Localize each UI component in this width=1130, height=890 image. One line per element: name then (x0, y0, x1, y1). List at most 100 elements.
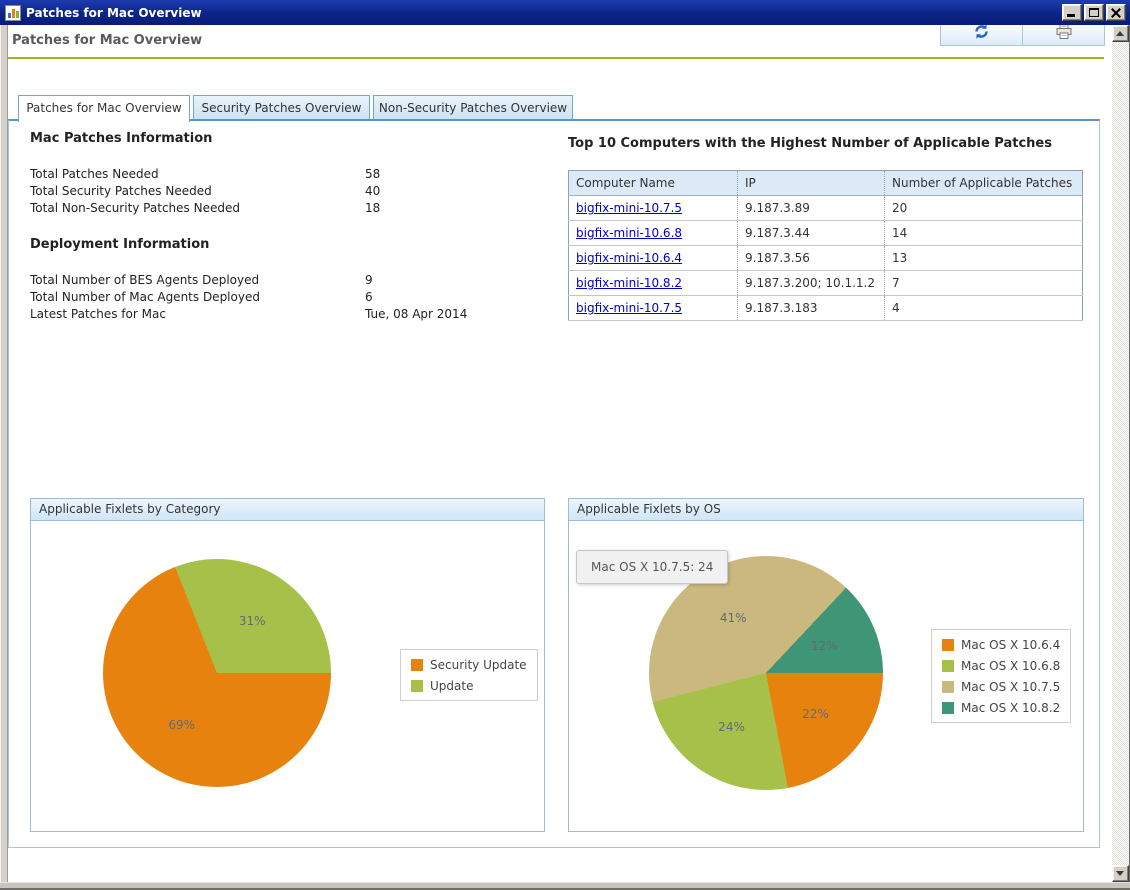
pie-percent-label: 22% (802, 707, 829, 722)
legend-label: Security Update (430, 657, 527, 672)
scroll-up-button[interactable] (1112, 25, 1129, 42)
scroll-down-button[interactable] (1112, 865, 1129, 882)
panel-body: 69% 31% Security Update Update (31, 521, 544, 831)
table-row: bigfix-mini-10.7.5 9.187.3.183 4 (568, 295, 1083, 321)
pie-chart-fixlets-by-os[interactable]: 22% 24% 41% 12% (649, 556, 883, 790)
pie-percent-label: 69% (168, 717, 196, 732)
table-row: bigfix-mini-10.7.5 9.187.3.89 20 (568, 195, 1083, 221)
legend-fixlets-by-os: Mac OS X 10.6.4 Mac OS X 10.6.8 Mac OS X… (931, 629, 1072, 723)
panel-header: Applicable Fixlets by Category (31, 499, 544, 521)
close-icon (1110, 7, 1122, 18)
table-header-row: Computer Name IP Number of Applicable Pa… (568, 170, 1083, 196)
legend-swatch-security-update (411, 658, 423, 671)
tab-label: Non-Security Patches Overview (378, 101, 568, 115)
pie-percent-label: 24% (718, 720, 745, 735)
pie-percent-label: 41% (719, 610, 747, 625)
minimize-button[interactable] (1062, 4, 1082, 21)
info-row: Total Number of BES Agents Deployed 9 (30, 272, 530, 289)
tab-security-patches-overview[interactable]: Security Patches Overview (193, 95, 370, 120)
column-header-ip: IP (737, 170, 885, 196)
window-title: Patches for Mac Overview (26, 5, 202, 20)
pie-chart-fixlets-by-category[interactable]: 69% 31% (103, 559, 331, 787)
legend-label: Mac OS X 10.8.2 (961, 700, 1061, 715)
window-titlebar[interactable]: Patches for Mac Overview (0, 0, 1130, 25)
close-button[interactable] (1106, 4, 1126, 21)
patches-cell: 20 (884, 195, 1083, 221)
info-row: Latest Patches for Mac Tue, 08 Apr 2014 (30, 306, 530, 323)
chart-tooltip: Mac OS X 10.7.5: 24 (576, 550, 729, 584)
patches-cell: 14 (884, 220, 1083, 246)
info-value: 18 (365, 201, 381, 215)
table-row: bigfix-mini-10.6.4 9.187.3.56 13 (568, 245, 1083, 271)
legend-fixlets-by-category: Security Update Update (400, 649, 538, 701)
info-label: Latest Patches for Mac (30, 307, 166, 321)
legend-label: Mac OS X 10.7.5 (961, 679, 1061, 694)
computer-link[interactable]: bigfix-mini-10.6.4 (576, 251, 683, 265)
legend-item: Mac OS X 10.6.4 (942, 637, 1061, 652)
computer-link[interactable]: bigfix-mini-10.7.5 (576, 201, 683, 215)
window-controls (1062, 4, 1126, 21)
column-header-patches: Number of Applicable Patches (884, 170, 1083, 196)
print-icon (1054, 23, 1074, 43)
legend-item: Mac OS X 10.8.2 (942, 700, 1061, 715)
panel-body: 22% 24% 41% 12% Mac OS X 10.7.5: 24 Mac OS … (569, 521, 1083, 831)
info-row: Total Security Patches Needed 40 (30, 183, 530, 200)
arrow-up-icon (1116, 31, 1124, 36)
panel-fixlets-by-os: Applicable Fixlets by OS 22% 24% 41% 12% Ma… (568, 498, 1084, 832)
table-row: bigfix-mini-10.6.8 9.187.3.44 14 (568, 220, 1083, 246)
tab-label: Security Patches Overview (201, 101, 362, 115)
ip-cell: 9.187.3.56 (737, 245, 885, 271)
computer-link[interactable]: bigfix-mini-10.8.2 (576, 276, 683, 290)
vertical-scrollbar[interactable] (1112, 25, 1129, 882)
section-title-mac-patches: Mac Patches Information (30, 131, 213, 146)
legend-swatch-mac-10-6-8 (942, 659, 954, 672)
patches-cell: 7 (884, 270, 1083, 296)
ip-cell: 9.187.3.200; 10.1.1.2 (737, 270, 885, 296)
pie-percent-label: 31% (238, 614, 266, 629)
info-label: Total Non-Security Patches Needed (30, 201, 240, 215)
tab-non-security-patches-overview[interactable]: Non-Security Patches Overview (373, 95, 573, 120)
computer-link[interactable]: bigfix-mini-10.7.5 (576, 301, 683, 315)
tab-patches-for-mac-overview[interactable]: Patches for Mac Overview (18, 95, 190, 122)
info-label: Total Patches Needed (30, 167, 159, 181)
patches-cell: 4 (884, 295, 1083, 321)
legend-label: Update (430, 678, 474, 693)
toolbar-separator (1022, 21, 1023, 45)
computers-table-title: Top 10 Computers with the Highest Number… (568, 136, 1052, 151)
mac-patches-info-list: Total Patches Needed 58 Total Security P… (30, 166, 530, 217)
print-button[interactable] (1023, 21, 1104, 45)
minimize-icon (1067, 14, 1075, 17)
table-row: bigfix-mini-10.8.2 9.187.3.200; 10.1.1.2… (568, 270, 1083, 296)
info-value: 6 (365, 290, 373, 304)
refresh-button[interactable] (941, 21, 1022, 45)
pie-percent-label: 12% (810, 638, 838, 653)
tab-content-panel: Mac Patches Information Total Patches Ne… (8, 119, 1100, 848)
legend-swatch-update (411, 679, 423, 692)
info-row: Total Number of Mac Agents Deployed 6 (30, 289, 530, 306)
info-label: Total Number of BES Agents Deployed (30, 273, 260, 287)
ip-cell: 9.187.3.183 (737, 295, 885, 321)
ip-cell: 9.187.3.89 (737, 195, 885, 221)
info-row: Total Non-Security Patches Needed 18 (30, 200, 530, 217)
header-divider (8, 57, 1104, 59)
panel-header: Applicable Fixlets by OS (569, 499, 1083, 521)
maximize-icon (1089, 8, 1099, 17)
info-label: Total Security Patches Needed (30, 184, 212, 198)
patches-cell: 13 (884, 245, 1083, 271)
computer-link[interactable]: bigfix-mini-10.6.8 (576, 226, 683, 240)
legend-swatch-mac-10-6-4 (942, 638, 954, 651)
window-frame-left (0, 25, 8, 882)
ip-cell: 9.187.3.44 (737, 220, 885, 246)
info-value: 58 (365, 167, 381, 181)
legend-item: Mac OS X 10.7.5 (942, 679, 1061, 694)
computers-table: Computer Name IP Number of Applicable Pa… (568, 170, 1083, 321)
app-icon (5, 4, 21, 21)
panel-fixlets-by-category: Applicable Fixlets by Category 69% 31% Se… (30, 498, 545, 832)
legend-label: Mac OS X 10.6.4 (961, 637, 1061, 652)
info-value: 40 (365, 184, 381, 198)
refresh-icon (972, 22, 991, 44)
maximize-button[interactable] (1084, 4, 1104, 21)
tab-label: Patches for Mac Overview (26, 101, 182, 115)
deployment-info-list: Total Number of BES Agents Deployed 9 To… (30, 272, 530, 323)
info-value: Tue, 08 Apr 2014 (365, 307, 468, 321)
